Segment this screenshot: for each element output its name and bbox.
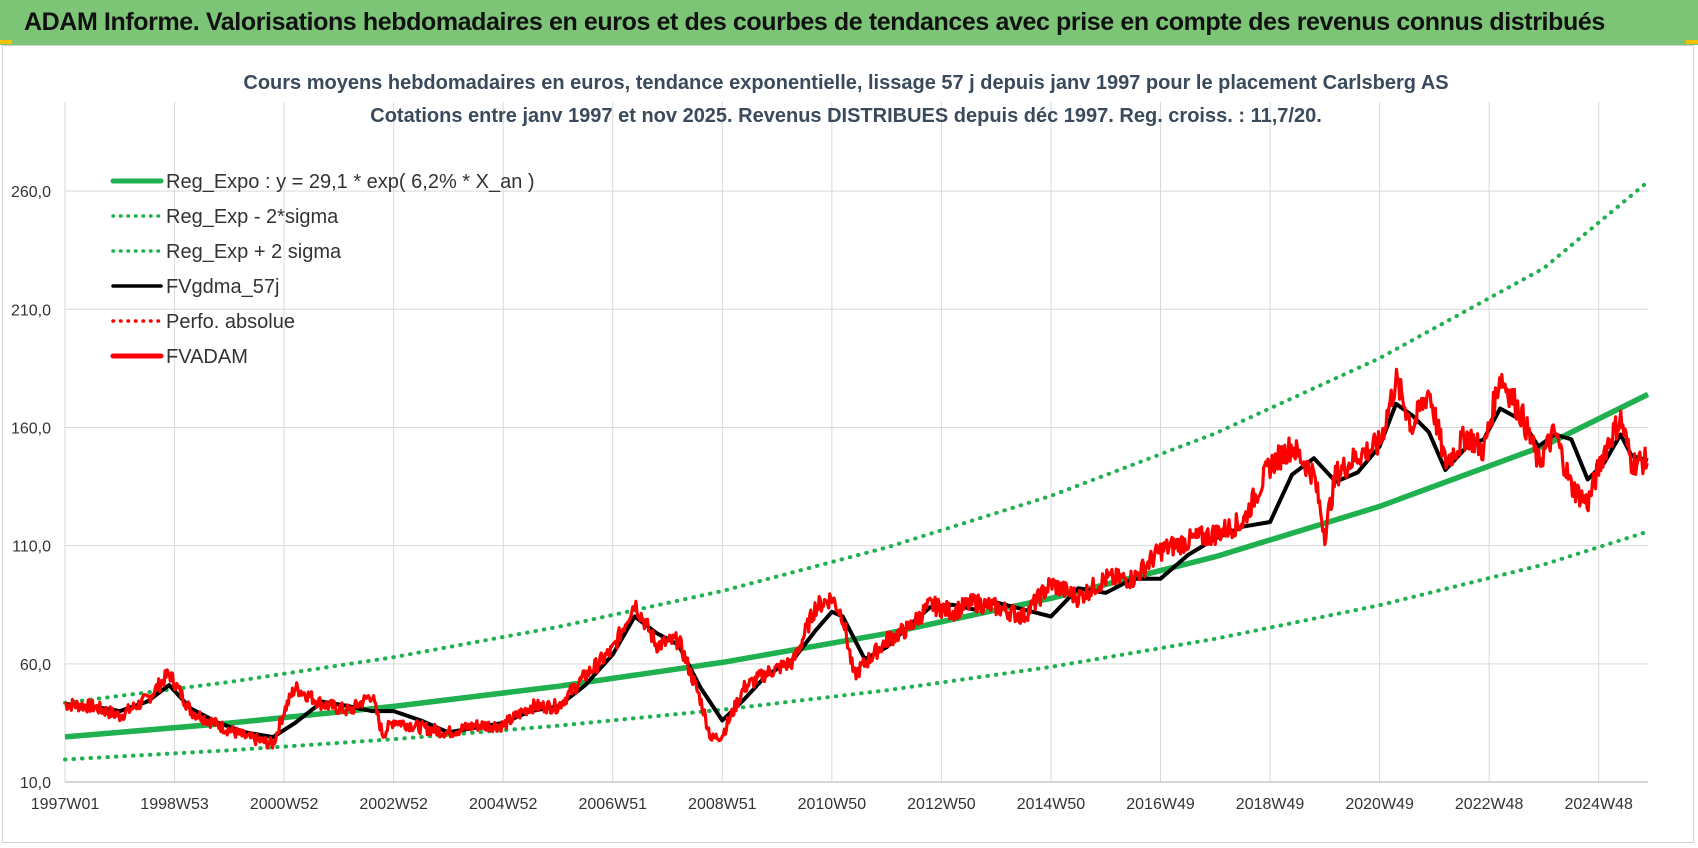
y-tick-label: 260,0 — [11, 184, 51, 201]
banner-title: ADAM Informe. Valorisations hebdomadaire… — [24, 8, 1605, 36]
series-layer — [63, 179, 1650, 762]
x-tick-label: 1998W53 — [140, 796, 209, 813]
x-tick-label: 2002W52 — [359, 796, 428, 813]
grid — [64, 102, 1648, 783]
series-line-reg-exp-2-sigma — [63, 179, 1650, 705]
y-tick-label: 210,0 — [11, 302, 51, 319]
axes: 10,0 60,0 110,0 160,0 210,0 260,0 1997W01 1998… — [11, 184, 1633, 813]
x-tick-label: 2012W50 — [907, 796, 976, 813]
x-tick-label: 2008W51 — [688, 796, 757, 813]
chart-subtitle: Cotations entre janv 1997 et nov 2025. R… — [370, 105, 1322, 127]
legend-label: Perfo. absolue — [166, 311, 295, 333]
x-tick-label: 2006W51 — [579, 796, 648, 813]
x-tick-label: 2010W50 — [798, 796, 867, 813]
x-tick-label: 2018W49 — [1236, 796, 1305, 813]
legend-label: FVgdma_57j — [166, 276, 279, 298]
x-tick-label: 2020W49 — [1345, 796, 1414, 813]
x-tick-label: 2022W48 — [1455, 796, 1524, 813]
x-tick-label: 2000W52 — [250, 796, 319, 813]
x-axis-ticks: 1997W01 1998W53 2000W52 2002W52 2004W52 2006W… — [31, 796, 1633, 813]
x-tick-label: 2004W52 — [469, 796, 538, 813]
legend-label: Reg_Expo : y = 29,1 * exp( 6,2% * X_an ) — [166, 171, 535, 193]
x-tick-label: 2016W49 — [1126, 796, 1195, 813]
legend-label: Reg_Exp + 2 sigma — [166, 241, 342, 263]
y-tick-label: 10,0 — [20, 775, 51, 792]
series-line-fvadam — [64, 367, 1649, 750]
x-tick-label: 2014W50 — [1017, 796, 1086, 813]
title-banner: ADAM Informe. Valorisations hebdomadaire… — [0, 0, 1698, 45]
corner-marker-right — [1686, 40, 1698, 44]
x-tick-label: 2024W48 — [1564, 796, 1633, 813]
y-tick-label: 160,0 — [11, 420, 51, 437]
legend-label: Reg_Exp - 2*sigma — [166, 206, 339, 228]
series-line-fvgdma-57j — [64, 401, 1649, 740]
chart-title: Cours moyens hebdomadaires en euros, ten… — [243, 72, 1448, 94]
legend: Reg_Expo : y = 29,1 * exp( 6,2% * X_an )… — [110, 171, 535, 368]
series-line-reg-exp-2-sigma — [63, 529, 1650, 762]
series-line-reg-expo — [64, 391, 1650, 740]
y-axis-ticks: 10,0 60,0 110,0 160,0 210,0 260,0 — [11, 184, 51, 792]
legend-label: FVADAM — [166, 346, 248, 368]
chart-frame — [2, 45, 1694, 843]
y-tick-label: 60,0 — [20, 657, 51, 674]
x-tick-label: 1997W01 — [31, 796, 100, 813]
corner-marker-left — [0, 40, 12, 44]
y-tick-label: 110,0 — [12, 539, 51, 556]
